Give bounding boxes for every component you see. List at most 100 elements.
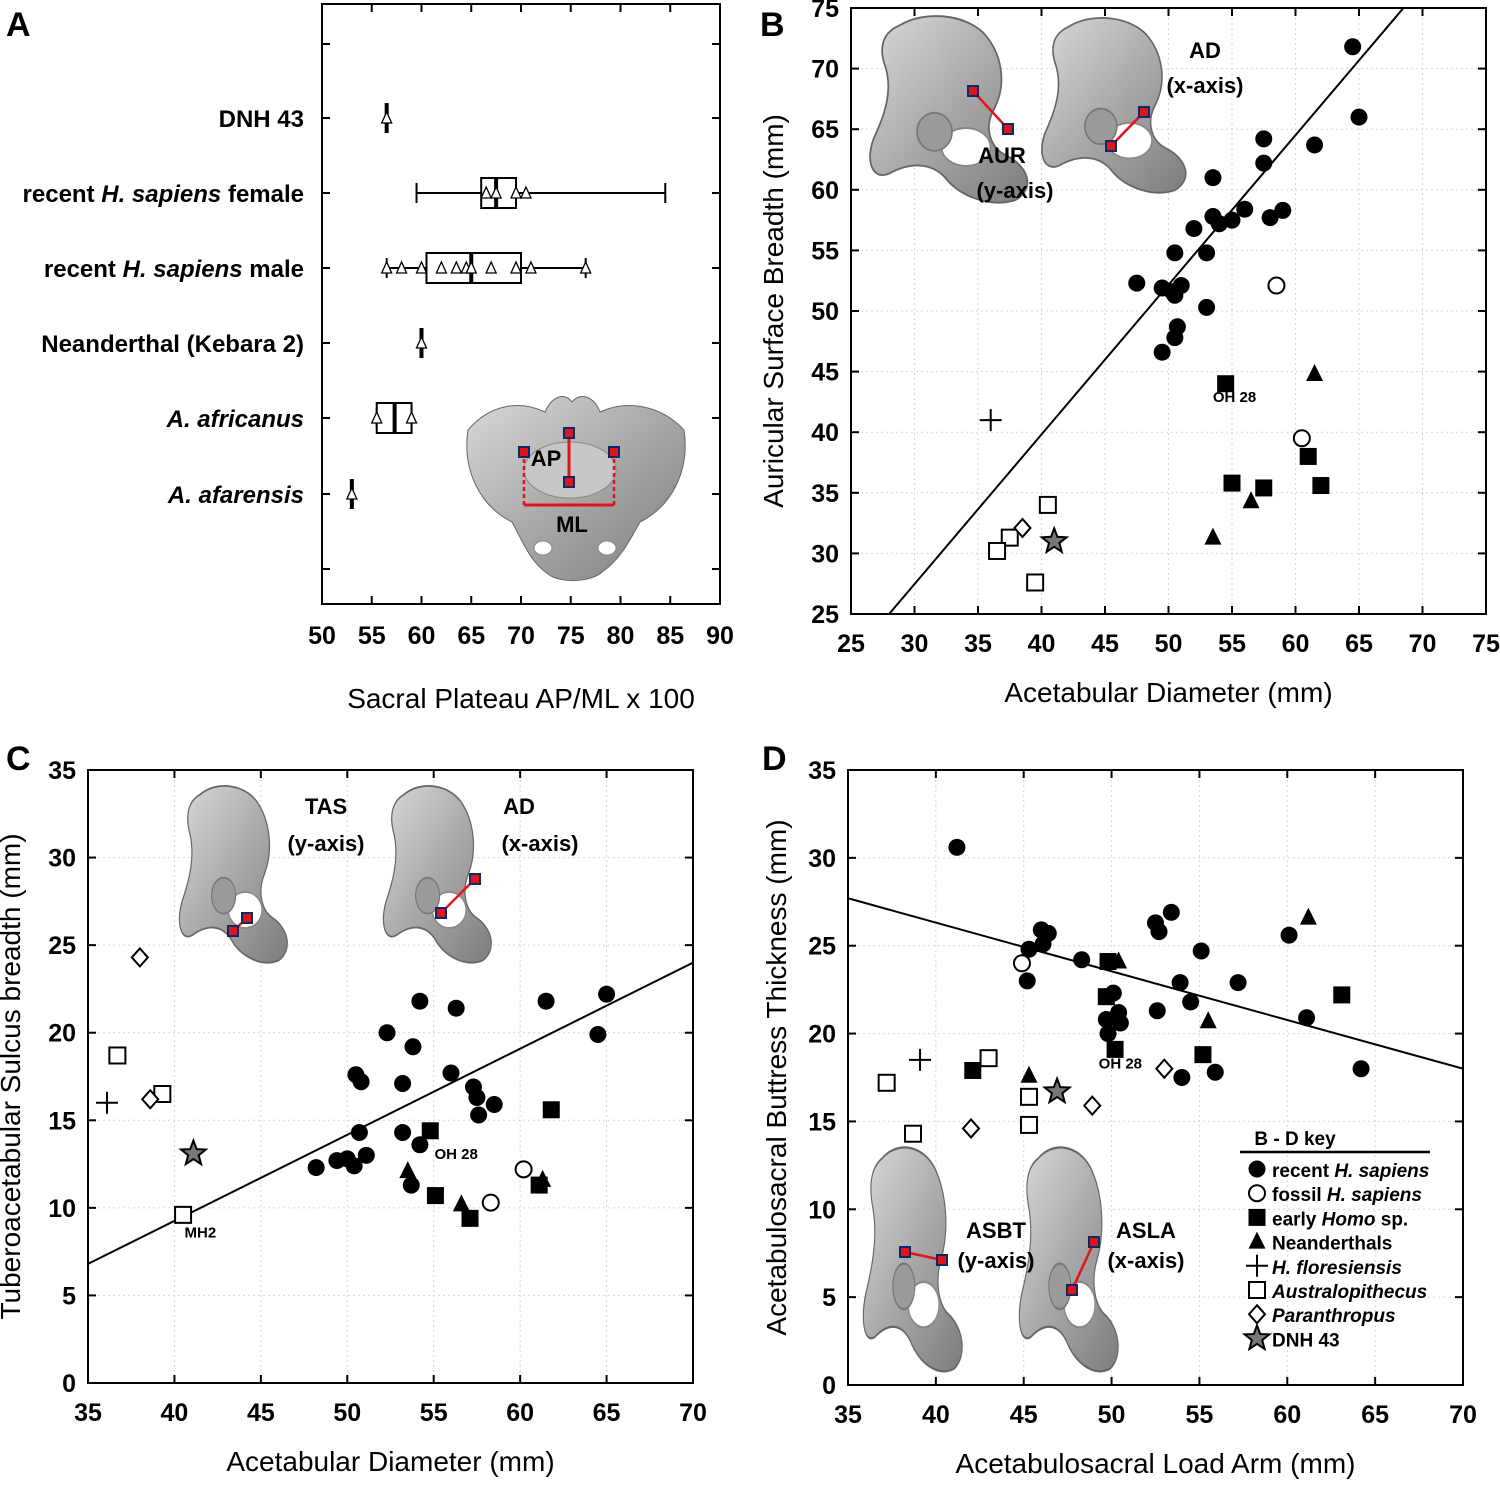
- label-part: DNH 43: [1272, 1330, 1340, 1351]
- y-tick-label: 5: [822, 1284, 836, 1312]
- data-point: [542, 1101, 560, 1119]
- y-tick-label: 25: [811, 601, 839, 629]
- y-tick-label: 15: [808, 1108, 836, 1136]
- y-tick-label: 0: [822, 1372, 836, 1400]
- measure-line: [904, 1250, 943, 1262]
- x-tick-label: 65: [457, 622, 485, 650]
- label-part: Neanderthal (Kebara 2): [41, 331, 304, 358]
- x-tick-label: 75: [1472, 630, 1500, 658]
- landmark-point: [469, 873, 481, 885]
- sacral-foramen: [533, 540, 553, 556]
- data-point: [411, 992, 429, 1010]
- data-point: [1038, 495, 1057, 514]
- label-part: early: [1272, 1209, 1322, 1230]
- legend-label: H. floresiensis: [1272, 1258, 1402, 1279]
- y-tick-label: 5: [62, 1282, 76, 1310]
- data-point: [350, 1124, 368, 1142]
- x-tick-label: 70: [507, 622, 535, 650]
- pelvis-shape: [1041, 17, 1187, 194]
- y-tick-label: 20: [808, 1021, 836, 1049]
- data-point: [534, 1169, 552, 1187]
- series-fossil-h-sapiens: [1267, 276, 1311, 448]
- data-point: [1042, 1075, 1073, 1105]
- panel-c: 35 40 45 50 55 60 65 70 0 5 10 15 20 25 30 35 Acetabular…: [0, 740, 707, 1477]
- data-point: [468, 1089, 486, 1107]
- asla-measure: [1066, 1236, 1100, 1296]
- x-tick-label: 70: [1409, 630, 1437, 658]
- point-annotation: OH 28: [1213, 389, 1256, 406]
- label-part: recent: [23, 181, 102, 208]
- y-tick-label: 65: [811, 116, 839, 144]
- label-part: Australopithecus: [1271, 1282, 1427, 1303]
- panel-letter: D: [762, 740, 787, 778]
- data-point: [1204, 169, 1222, 187]
- label-part: H. sapiens: [101, 181, 221, 208]
- ap-label: AP: [531, 446, 562, 471]
- y-tick-label: 10: [48, 1195, 76, 1223]
- measure-line: [972, 90, 1009, 130]
- box-row: DNH 43: [219, 103, 393, 133]
- image-label: (x-axis): [1107, 1248, 1184, 1273]
- sacral-foramen: [597, 540, 617, 556]
- series-fossil-h-sapiens: [481, 1160, 533, 1212]
- asbt-measure: [899, 1246, 948, 1266]
- data-point: [1097, 1011, 1115, 1029]
- data-point: [452, 1194, 470, 1212]
- data-point: [1217, 375, 1235, 393]
- image-label: (x-axis): [501, 831, 578, 856]
- data-point: [394, 1075, 412, 1093]
- data-point: [1298, 1009, 1316, 1027]
- series-recent-h-sapiens: [948, 838, 1370, 1086]
- data-point: [1185, 220, 1203, 238]
- box-row: recent H. sapiens male: [44, 252, 592, 284]
- series-neanderthals: [1020, 907, 1317, 1083]
- data-point: [402, 1176, 420, 1194]
- data-point: [108, 1046, 127, 1065]
- label-part: recent: [44, 256, 123, 283]
- y-tick-label: 35: [48, 757, 76, 785]
- x-tick-label: 45: [1010, 1401, 1038, 1429]
- landmark-point: [563, 427, 575, 439]
- pelvis-shape: [869, 15, 1029, 204]
- image-label: (y-axis): [976, 178, 1053, 203]
- data-point: [380, 260, 393, 274]
- data-point: [1182, 993, 1200, 1011]
- data-point: [1223, 211, 1241, 229]
- series-paranthropus: [961, 1058, 1174, 1139]
- label-part: H. sapiens: [1334, 1161, 1429, 1182]
- data-point: [1255, 154, 1273, 172]
- data-point: [307, 1159, 325, 1177]
- series-dnh-: [178, 1137, 209, 1167]
- data-point: [1236, 200, 1254, 218]
- data-point: [1153, 343, 1171, 361]
- y-axis-label: Acetabulosacral Buttress Thickness (mm): [761, 819, 792, 1335]
- data-point: [404, 1038, 422, 1056]
- data-point: [1020, 940, 1038, 958]
- data-point: [1000, 528, 1019, 547]
- data-point: [1110, 951, 1128, 969]
- label-part: male: [243, 256, 304, 283]
- panel-letter: C: [6, 740, 31, 778]
- data-point: [1280, 926, 1298, 944]
- data-point: [1020, 1065, 1038, 1083]
- landmark-point: [1138, 106, 1150, 118]
- data-point: [1154, 1058, 1174, 1080]
- label-part: A. afarensis: [167, 482, 304, 509]
- data-point: [1148, 1002, 1166, 1020]
- landmark-point: [1105, 140, 1117, 152]
- series-h-floresiensis: [909, 1048, 932, 1071]
- label-part: H. sapiens: [123, 256, 243, 283]
- data-point: [470, 1106, 488, 1124]
- legend-label: recent H. sapiens: [1272, 1161, 1429, 1182]
- data-point: [1299, 447, 1317, 465]
- panel-d: 35 40 45 50 55 60 65 70 0 5 10 15 20 25 30 35 Acetabulos…: [761, 740, 1477, 1479]
- series-paranthropus: [130, 946, 160, 1110]
- legend-marker: [1248, 1208, 1266, 1226]
- series-early-homo-sp-: [1217, 375, 1330, 497]
- x-axis-label: Acetabular Diameter (mm): [226, 1446, 554, 1477]
- data-point: [510, 185, 523, 199]
- legend-label: Paranthropus: [1272, 1306, 1396, 1327]
- x-tick-label: 60: [1273, 1401, 1301, 1429]
- legend-marker: [1246, 1254, 1268, 1277]
- legend-label: Australopithecus: [1271, 1282, 1427, 1303]
